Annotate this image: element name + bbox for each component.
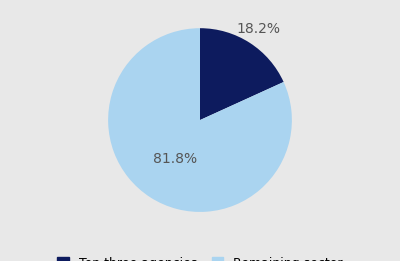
Wedge shape <box>200 28 284 120</box>
Legend: Top three agencies, Remaining sector: Top three agencies, Remaining sector <box>57 257 343 261</box>
Text: 81.8%: 81.8% <box>153 152 197 166</box>
Text: 18.2%: 18.2% <box>237 22 281 36</box>
Wedge shape <box>108 28 292 212</box>
